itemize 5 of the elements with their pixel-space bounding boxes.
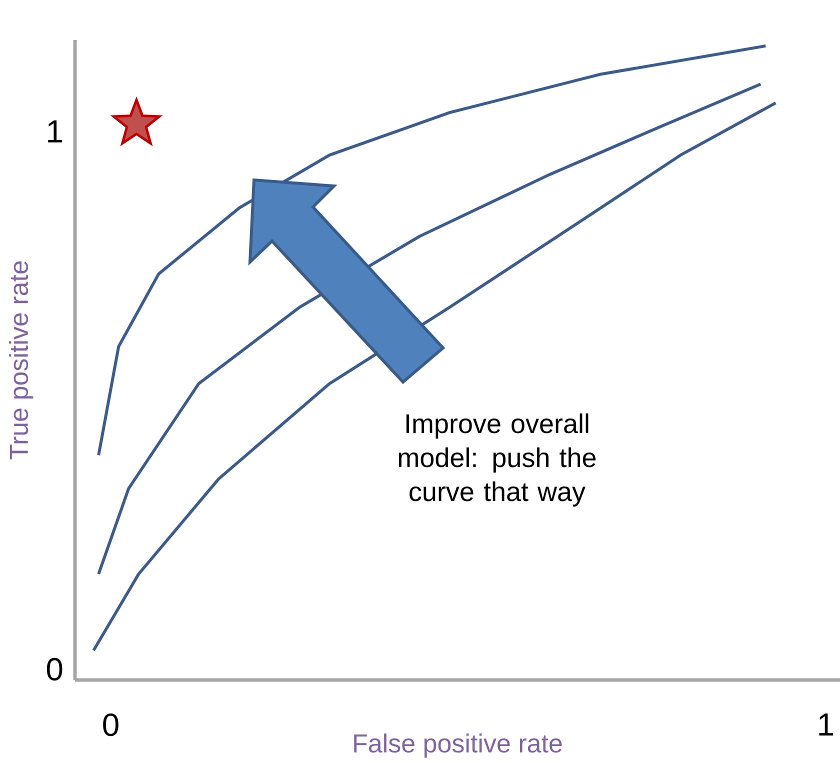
line-series — [92, 101, 778, 652]
x-axis-title: False positive rate — [354, 734, 562, 758]
y-axis-title: True positive rate — [8, 261, 34, 460]
annotation: Improve overall model: push the curve that way — [398, 413, 596, 507]
line-series — [97, 82, 762, 576]
